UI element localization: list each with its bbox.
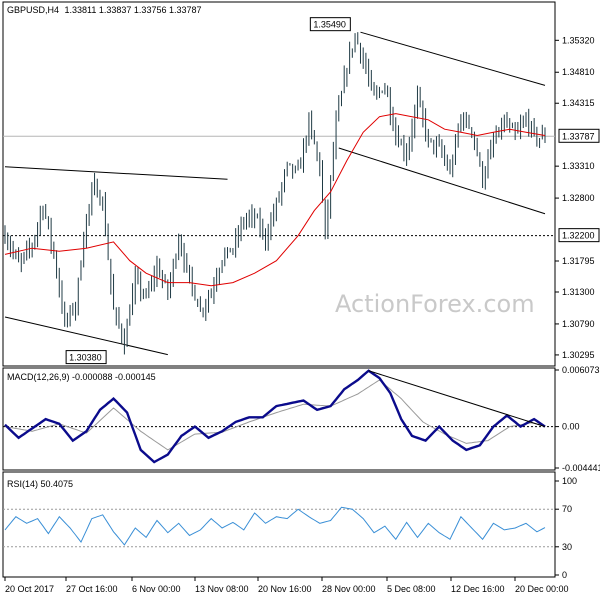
price-panel-frame — [2, 1, 556, 367]
x-tick-label: 27 Oct 16:00 — [66, 584, 118, 594]
x-tick-label: 20 Oct 2017 — [5, 584, 54, 594]
chart-title: GBPUSD,H4 1.33811 1.33837 1.33756 1.3378… — [7, 5, 202, 15]
price-gridlines — [3, 135, 555, 237]
x-tick-label: 20 Nov 16:00 — [258, 584, 312, 594]
macd-tick-label: -0.004441 — [562, 463, 600, 473]
x-tick-label: 6 Nov 00:00 — [132, 584, 181, 594]
rsi-y-axis: 100 70 30 0 — [555, 476, 577, 580]
price-annotation-box — [65, 350, 107, 365]
rsi-title: RSI(14) 50.4075 — [7, 479, 73, 489]
price-tick-label: 1.34810 — [562, 67, 595, 77]
current-price-label-box — [558, 128, 600, 143]
rsi-tick-label: 30 — [562, 542, 572, 552]
price-annotation: 1.30380 — [69, 353, 102, 363]
rsi-tick-label: 70 — [562, 504, 572, 514]
x-tick-label: 13 Nov 08:00 — [195, 584, 249, 594]
support-label-box — [558, 228, 600, 243]
trendline — [4, 316, 168, 356]
price-tick-label: 1.31300 — [562, 287, 595, 297]
macd-tick-label: 0.00 — [562, 422, 580, 432]
price-tick-label: 1.31795 — [562, 256, 595, 266]
rsi-tick-label: 100 — [562, 476, 577, 486]
price-tick-label: 1.34315 — [562, 98, 595, 108]
x-tick-label: 20 Dec 00:00 — [515, 584, 569, 594]
price-tick-label: 1.35320 — [562, 35, 595, 45]
price-annotation: 1.35490 — [313, 20, 346, 30]
symbol-title: GBPUSD,H4 — [7, 5, 59, 15]
macd-trendline — [368, 370, 546, 428]
price-bars — [4, 32, 546, 355]
ohlc-readout: 1.33811 1.33837 1.33756 1.33787 — [65, 5, 202, 15]
price-trendlines — [4, 31, 546, 356]
macd-signal-line — [4, 379, 546, 451]
rsi-panel-frame — [2, 471, 556, 578]
price-tick-label: 1.32800 — [562, 193, 595, 203]
x-tick-label: 12 Dec 16:00 — [451, 584, 505, 594]
price-annotations: 1.33787 1.32200 1.35490 1.30380 — [65, 17, 600, 365]
rsi-line — [4, 506, 546, 546]
macd-y-axis: 0.006073 0.00 -0.004441 — [3, 365, 600, 473]
macd-main-line — [4, 369, 546, 464]
trendline — [4, 166, 228, 180]
rsi-levels — [3, 508, 555, 548]
current-price-label: 1.33787 — [562, 131, 595, 141]
trendline — [360, 31, 546, 86]
price-tick-label: 1.33310 — [562, 161, 595, 171]
price-tick-label: 1.30295 — [562, 350, 595, 360]
price-annotation-box — [309, 17, 351, 32]
price-y-axis: 1.35320 1.34810 1.34315 1.33310 1.32800 1.317… — [555, 35, 595, 360]
support-label: 1.32200 — [562, 231, 595, 241]
price-tick-label: 1.30790 — [562, 319, 595, 329]
moving-average-line — [4, 113, 546, 287]
x-tick-label: 5 Dec 08:00 — [387, 584, 436, 594]
rsi-tick-label: 0 — [562, 570, 567, 580]
macd-tick-label: 0.006073 — [562, 365, 600, 375]
x-tick-label: 28 Nov 00:00 — [322, 584, 376, 594]
x-axis: 20 Oct 2017 27 Oct 16:00 6 Nov 00:00 13 Nov… — [4, 577, 569, 594]
macd-title: MACD(12,26,9) -0.000088 -0.000145 — [7, 372, 156, 382]
watermark: ActionForex.com — [335, 290, 535, 318]
macd-panel-frame — [2, 367, 556, 471]
trendline — [338, 147, 546, 215]
